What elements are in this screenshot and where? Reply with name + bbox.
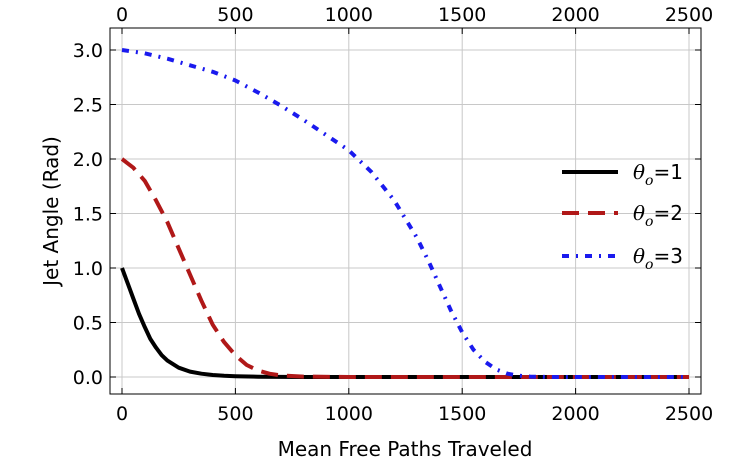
y-axis-label: Jet Angle (Rad) [39,136,63,288]
top-tick-label: 2500 [665,4,713,26]
y-tick-label: 1.5 [73,204,103,226]
grid-lines [110,28,701,394]
y-tick-label: 2.5 [73,95,103,117]
x-tick-label: 1000 [325,403,373,425]
y-tick-label: 3.0 [73,40,103,62]
series-line-2 [120,157,689,379]
x-tick-label: 2500 [665,403,713,425]
y-tick-label: 0.5 [73,313,103,335]
top-tick-label: 2000 [551,4,599,26]
y-tick-label: 0.0 [73,367,103,389]
legend-label-2: θo=2 [633,201,683,230]
legend-label-3: θo=3 [633,244,683,273]
top-tick-label: 0 [116,4,128,26]
plot-frame [109,27,702,395]
y-tick-label: 2.0 [73,149,103,171]
x-axis-label: Mean Free Paths Traveled [278,437,533,461]
x-tick-label: 500 [217,403,253,425]
series-lines [120,48,689,379]
legend-label-1: θo=1 [633,160,683,189]
legend: θo=1 θo=2 θo=3 [562,160,683,273]
top-tick-label: 1500 [438,4,486,26]
top-tick-label: 1000 [325,4,373,26]
axis-ticks: 0 0 500 500 1000 1000 1500 1500 2000 2000 2500 2500… [73,4,713,425]
top-tick-label: 500 [217,4,253,26]
y-tick-label: 1.0 [73,258,103,280]
x-tick-label: 0 [116,403,128,425]
x-tick-label: 1500 [438,403,486,425]
x-tick-label: 2000 [551,403,599,425]
